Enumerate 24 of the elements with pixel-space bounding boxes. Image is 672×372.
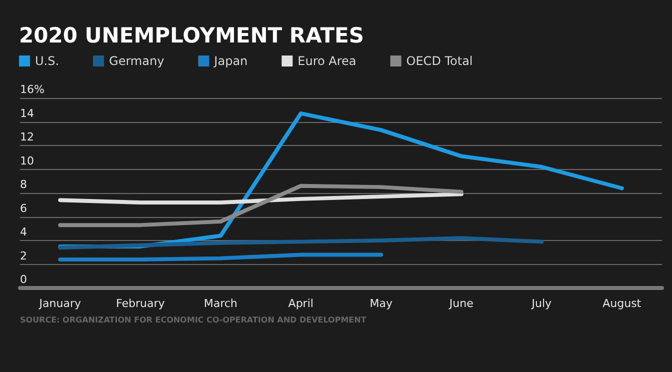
x-tick-label: May <box>370 297 393 310</box>
x-tick-label: July <box>530 297 552 310</box>
y-tick-label: 16% <box>20 83 44 96</box>
y-tick-label: 12 <box>20 130 34 144</box>
legend-label: Euro Area <box>298 54 356 68</box>
y-tick-label: 6 <box>20 202 27 215</box>
x-tick-label: June <box>448 297 474 310</box>
legend-label: U.S. <box>35 54 60 68</box>
source-note: SOURCE: ORGANIZATION FOR ECONOMIC CO-OPERATION AND DEVELOPMENT <box>20 316 367 324</box>
legend-label: Germany <box>109 54 164 68</box>
legend-label: Japan <box>213 54 248 68</box>
y-tick-label: 4 <box>20 226 27 238</box>
y-tick-label: 8 <box>20 178 27 191</box>
chart-title: 2020 UNEMPLOYMENT RATES <box>19 24 364 48</box>
x-tick-label: August <box>602 297 642 310</box>
legend-label: OECD Total <box>406 54 473 68</box>
x-tick-label: February <box>116 297 166 310</box>
y-tick-label: 2 <box>20 249 27 262</box>
y-tick-label: 0 <box>20 273 27 286</box>
x-tick-label: April <box>288 297 314 310</box>
y-tick-label: 14 <box>20 106 34 120</box>
y-tick-label: 10 <box>20 154 34 168</box>
x-tick-label: March <box>204 297 238 310</box>
x-tick-label: January <box>38 297 82 310</box>
